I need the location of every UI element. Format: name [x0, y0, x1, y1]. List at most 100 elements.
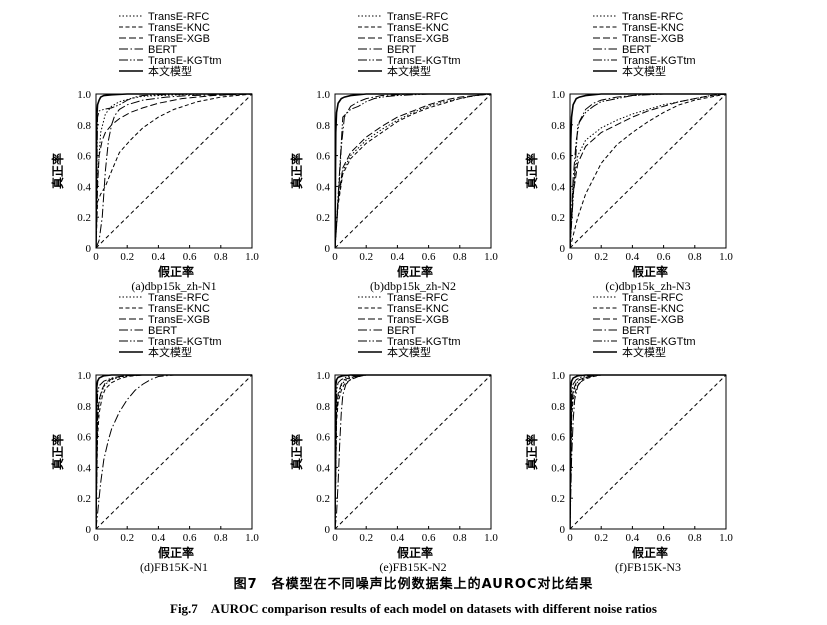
y-axis-label: 真正率	[289, 153, 304, 189]
x-tick-label: 0.8	[453, 251, 467, 263]
series-line-transe-knc	[570, 93, 726, 248]
y-tick-label: 1.0	[551, 370, 565, 382]
panel-subtitle: (d)FB15K-N1	[140, 560, 208, 574]
x-tick-label: 0.8	[688, 251, 702, 263]
y-tick-label: 0.2	[316, 493, 330, 505]
x-tick-label: 0.8	[453, 532, 467, 544]
roc-panel-6: 0 0.2 0.4 0.6 0.8 1.0 0 0.2 0.4 0.6 0.8 1.0 假正率 真正率 (f…	[524, 292, 733, 574]
y-tick-label: 0.4	[551, 181, 565, 193]
x-tick-label: 0	[567, 251, 573, 263]
y-tick-label: 0.8	[77, 120, 91, 132]
plot-area-frame	[569, 374, 727, 530]
y-tick-label: 0	[325, 243, 331, 255]
diagonal-reference-line	[570, 93, 726, 248]
y-tick-label: 0	[86, 243, 92, 255]
series-line-transe-kgttm	[570, 93, 726, 248]
series-line-transe-xgb	[570, 93, 726, 248]
roc-panel-3: 0 0.2 0.4 0.6 0.8 1.0 0 0.2 0.4 0.6 0.8 1.0 假正率 真正率 (c…	[524, 11, 733, 293]
series-line-bert	[335, 374, 491, 529]
diagonal-reference-line	[335, 374, 491, 529]
series-line-transe-knc	[570, 374, 726, 529]
y-tick-label: 0.2	[77, 212, 91, 224]
legend-entry: TransE-RFC	[387, 292, 448, 304]
legend-entry: TransE-KGTtm	[622, 55, 696, 67]
panel-subtitle: (c)dbp15k_zh-N3	[605, 279, 690, 293]
plot-area-frame	[95, 374, 253, 530]
series-line-bert	[96, 93, 252, 248]
y-tick-label: 0	[325, 524, 331, 536]
plot-area-frame	[334, 93, 492, 249]
y-axis-label: 真正率	[50, 434, 65, 470]
legend-entry: TransE-KGTtm	[622, 336, 696, 348]
legend-entry: TransE-KNC	[622, 22, 684, 34]
series-line-transe-rfc	[335, 93, 491, 248]
figure-caption-english: Fig.7 AUROC comparison results of each m…	[170, 601, 657, 616]
x-tick-label: 1.0	[484, 532, 498, 544]
y-tick-label: 0.6	[551, 151, 565, 163]
y-tick-label: 1.0	[316, 89, 330, 101]
series-line-proposed-model	[335, 374, 491, 529]
figure-caption-chinese: 图7 各模型在不同噪声比例数据集上的AUROC对比结果	[233, 577, 594, 592]
legend-entry: TransE-RFC	[387, 11, 448, 23]
legend-entry: TransE-KNC	[622, 303, 684, 315]
series-line-transe-kgttm	[570, 374, 726, 529]
roc-panel-4: 0 0.2 0.4 0.6 0.8 1.0 0 0.2 0.4 0.6 0.8 1.0 假正率 真正率 (d…	[50, 292, 259, 574]
series-line-transe-knc	[335, 93, 491, 248]
series-line-transe-kgttm	[335, 93, 491, 248]
x-tick-label: 0	[93, 532, 99, 544]
legend-entry: TransE-XGB	[622, 314, 684, 326]
x-tick-label: 1.0	[484, 251, 498, 263]
series-line-transe-kgttm	[335, 374, 491, 529]
y-tick-label: 0.8	[551, 401, 565, 413]
y-tick-label: 0.2	[551, 212, 565, 224]
x-axis-label: 假正率	[632, 545, 668, 560]
panel-subtitle: (a)dbp15k_zh-N1	[131, 279, 216, 293]
series-line-transe-rfc	[570, 93, 726, 248]
series-line-transe-xgb	[96, 93, 252, 248]
series-line-bert	[96, 374, 252, 529]
legend-entry: TransE-XGB	[387, 33, 449, 45]
series-line-transe-knc	[96, 374, 252, 529]
x-tick-label: 0.2	[359, 532, 373, 544]
plot-area-frame	[569, 93, 727, 249]
y-tick-label: 0.2	[551, 493, 565, 505]
y-tick-label: 0.4	[77, 181, 91, 193]
y-tick-label: 0.8	[316, 120, 330, 132]
y-tick-label: 0	[560, 243, 566, 255]
series-line-transe-kgttm	[96, 93, 252, 248]
x-axis-label: 假正率	[158, 264, 194, 279]
y-tick-label: 1.0	[77, 370, 91, 382]
series-line-transe-rfc	[96, 374, 252, 529]
legend-entry: 本文模型	[387, 345, 431, 359]
y-tick-label: 0.2	[316, 212, 330, 224]
legend-entry: BERT	[387, 325, 416, 337]
legend-entry: TransE-KNC	[148, 22, 210, 34]
x-tick-label: 0	[332, 251, 338, 263]
x-tick-label: 0.8	[688, 532, 702, 544]
series-line-transe-xgb	[335, 93, 491, 248]
legend-entry: TransE-KGTtm	[387, 55, 461, 67]
x-tick-label: 0.2	[120, 532, 134, 544]
x-tick-label: 1.0	[245, 532, 259, 544]
legend-entry: TransE-KNC	[387, 22, 449, 34]
legend-entry: TransE-RFC	[148, 11, 209, 23]
legend-entry: BERT	[148, 44, 177, 56]
x-axis-label: 假正率	[632, 264, 668, 279]
y-tick-label: 0.4	[316, 181, 330, 193]
y-tick-label: 0.2	[77, 493, 91, 505]
diagonal-reference-line	[570, 374, 726, 529]
x-tick-label: 0.6	[183, 532, 197, 544]
x-tick-label: 0.2	[120, 251, 134, 263]
legend-entry: TransE-RFC	[148, 292, 209, 304]
x-tick-label: 0.2	[594, 532, 608, 544]
x-tick-label: 0.6	[657, 532, 671, 544]
x-axis-label: 假正率	[158, 545, 194, 560]
y-axis-label: 真正率	[289, 434, 304, 470]
series-line-transe-rfc	[96, 93, 252, 248]
legend-entry: 本文模型	[148, 345, 192, 359]
series-line-transe-rfc	[335, 374, 491, 529]
x-tick-label: 0	[332, 532, 338, 544]
y-axis-label: 真正率	[524, 153, 539, 189]
y-tick-label: 0.6	[77, 432, 91, 444]
